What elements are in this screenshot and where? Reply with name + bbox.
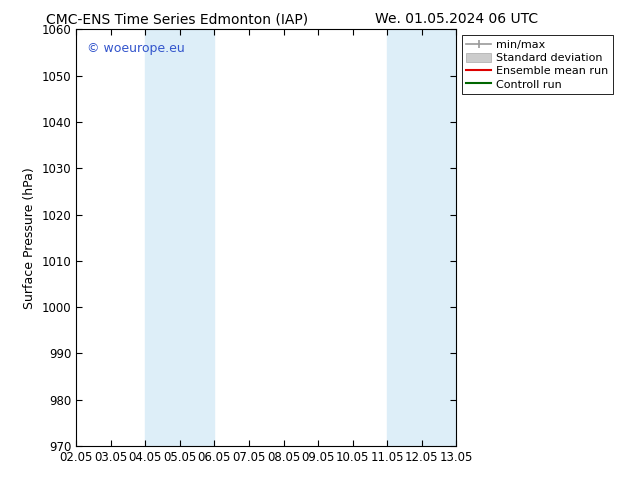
Bar — [145, 29, 214, 446]
Text: © woeurope.eu: © woeurope.eu — [87, 42, 185, 55]
Text: CMC-ENS Time Series Edmonton (IAP): CMC-ENS Time Series Edmonton (IAP) — [46, 12, 309, 26]
Legend: min/max, Standard deviation, Ensemble mean run, Controll run: min/max, Standard deviation, Ensemble me… — [462, 35, 613, 94]
Y-axis label: Surface Pressure (hPa): Surface Pressure (hPa) — [23, 167, 36, 309]
Text: We. 01.05.2024 06 UTC: We. 01.05.2024 06 UTC — [375, 12, 538, 26]
Bar — [387, 29, 456, 446]
